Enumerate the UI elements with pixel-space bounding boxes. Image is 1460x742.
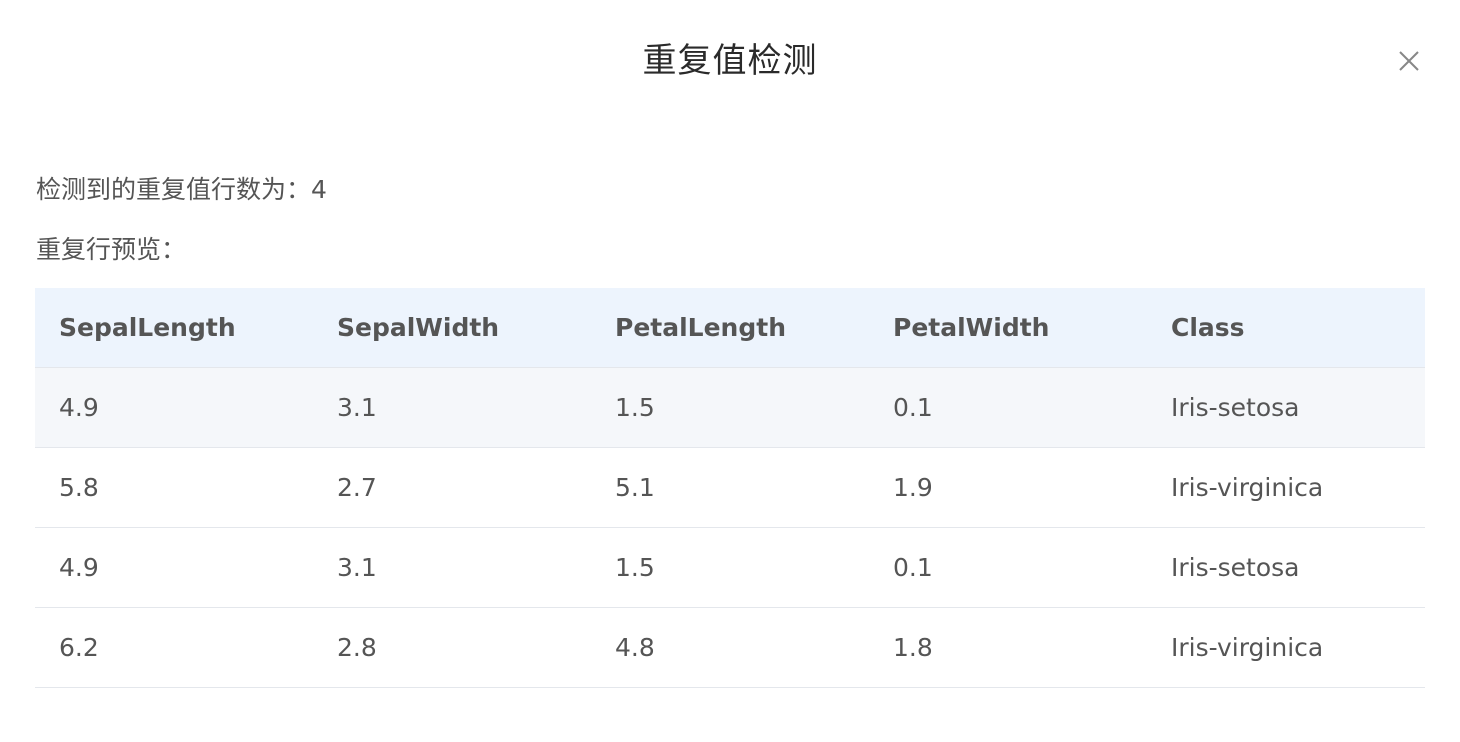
dialog-title: 重复值检测 — [642, 41, 818, 81]
table-cell: Iris-virginica — [1147, 447, 1425, 528]
table-cell: 4.8 — [591, 607, 869, 688]
table-cell: 4.9 — [35, 367, 313, 448]
close-button[interactable] — [1392, 44, 1426, 78]
table-row[interactable]: 6.2 2.8 4.8 1.8 Iris-virginica — [35, 607, 1425, 688]
table-cell: 5.1 — [591, 447, 869, 528]
column-header-class[interactable]: Class — [1147, 288, 1425, 368]
table-row[interactable]: 4.9 3.1 1.5 0.1 Iris-setosa — [35, 527, 1425, 608]
table-header-row: SepalLength SepalWidth PetalLength Petal… — [35, 288, 1425, 368]
table-cell: 5.8 — [35, 447, 313, 528]
table-cell: Iris-setosa — [1147, 527, 1425, 608]
table-cell: Iris-virginica — [1147, 607, 1425, 688]
table-cell: 3.1 — [313, 367, 591, 448]
table-cell: 3.1 — [313, 527, 591, 608]
table-cell: 4.9 — [35, 527, 313, 608]
column-header-sepal-width[interactable]: SepalWidth — [313, 288, 591, 368]
table-cell: 0.1 — [869, 367, 1147, 448]
column-header-sepal-length[interactable]: SepalLength — [35, 288, 313, 368]
table-cell: 0.1 — [869, 527, 1147, 608]
table-cell: 1.5 — [591, 367, 869, 448]
column-header-petal-length[interactable]: PetalLength — [591, 288, 869, 368]
table-cell: Iris-setosa — [1147, 367, 1425, 448]
close-icon — [1399, 51, 1419, 71]
column-header-petal-width[interactable]: PetalWidth — [869, 288, 1147, 368]
table-row[interactable]: 5.8 2.7 5.1 1.9 Iris-virginica — [35, 447, 1425, 528]
table-cell: 1.5 — [591, 527, 869, 608]
table-cell: 6.2 — [35, 607, 313, 688]
table-row[interactable]: 4.9 3.1 1.5 0.1 Iris-setosa — [35, 367, 1425, 448]
preview-label: 重复行预览： — [36, 235, 187, 264]
duplicate-rows-table: SepalLength SepalWidth PetalLength Petal… — [35, 288, 1425, 688]
table-cell: 1.9 — [869, 447, 1147, 528]
table-cell: 2.8 — [313, 607, 591, 688]
table-cell: 2.7 — [313, 447, 591, 528]
table-cell: 1.8 — [869, 607, 1147, 688]
duplicate-count-text: 检测到的重复值行数为：4 — [36, 175, 327, 204]
